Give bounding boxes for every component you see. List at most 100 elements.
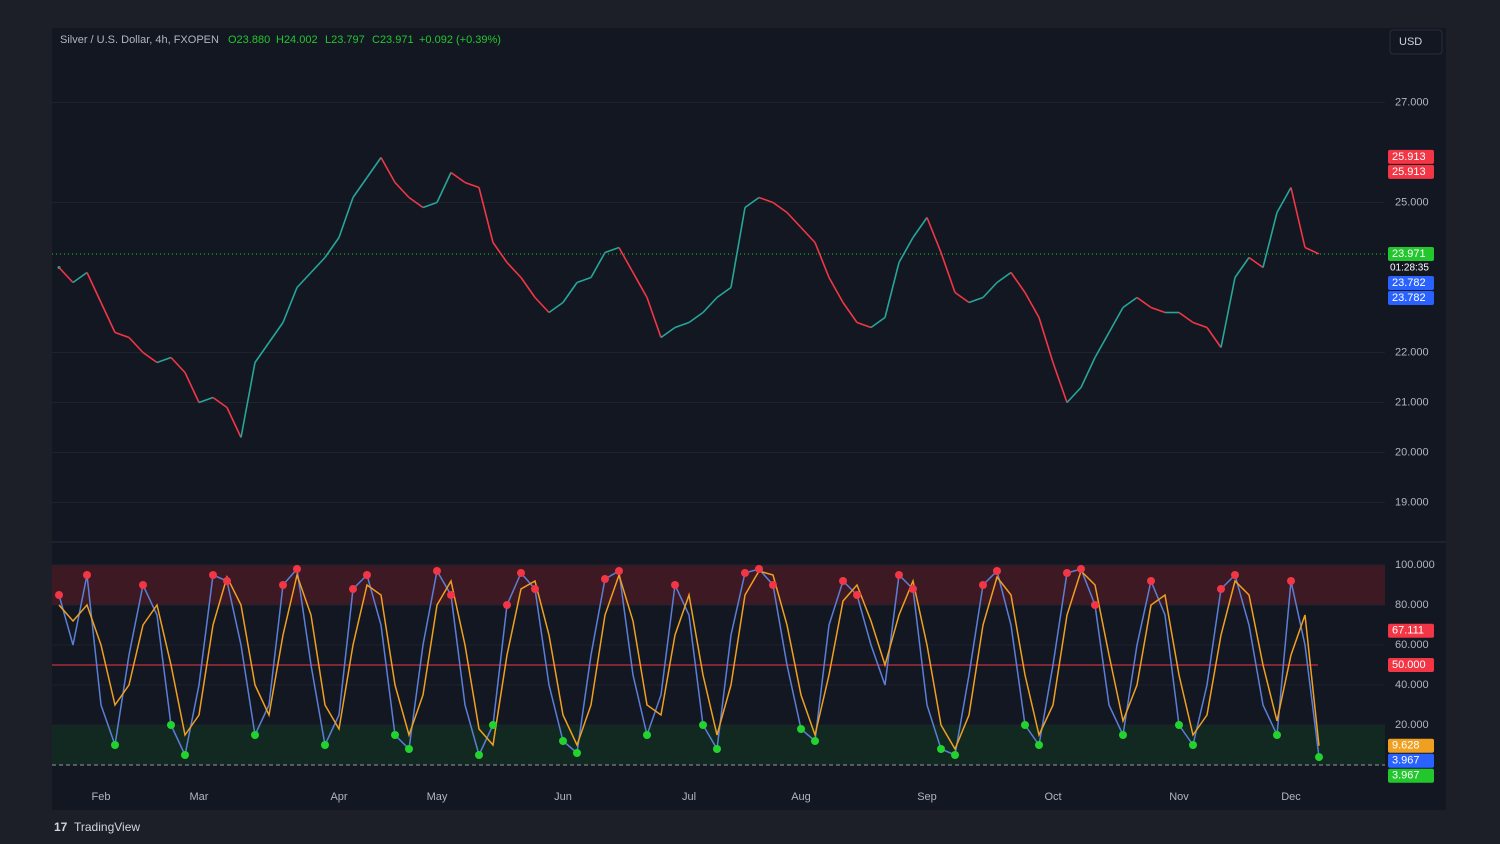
axis-label-box	[1388, 149, 1434, 164]
price-segment	[1122, 296, 1138, 309]
oscillator-line	[58, 567, 1320, 758]
x-tick-label: Nov	[1169, 791, 1189, 803]
price-segment	[856, 321, 872, 329]
price-segment	[660, 326, 676, 339]
axis-label: 9.628	[1392, 740, 1420, 752]
overbought-dot	[517, 569, 525, 577]
ohlc-high: H24.002	[276, 34, 318, 46]
price-segment	[1234, 257, 1250, 278]
overbought-dot	[55, 591, 63, 599]
x-tick-label: Jun	[554, 791, 572, 803]
price-segment	[772, 201, 788, 214]
price-segment	[1024, 292, 1040, 318]
price-segment	[1136, 296, 1152, 309]
x-tick-label: Jul	[682, 791, 696, 803]
overbought-dot	[769, 581, 777, 589]
price-segment	[100, 302, 116, 333]
oversold-dot	[1315, 753, 1323, 762]
overbought-dot	[209, 571, 217, 579]
price-segment	[926, 217, 942, 253]
price-segment	[604, 246, 620, 254]
ohlc-low: L23.797	[325, 34, 365, 46]
price-segment	[716, 286, 732, 299]
overbought-dot	[279, 581, 287, 589]
price-segment	[940, 252, 956, 293]
price-segment	[324, 237, 340, 258]
overbought-dot	[839, 577, 847, 585]
price-segment	[1094, 332, 1110, 358]
axis-label-box	[1388, 275, 1434, 290]
overbought-dot	[895, 571, 903, 579]
overbought-dot	[1231, 571, 1239, 579]
overbought-dot	[1287, 577, 1295, 585]
currency-button[interactable]	[1389, 29, 1443, 55]
price-segment	[1052, 362, 1068, 403]
price-segment	[898, 237, 914, 263]
brand-logo: 17	[54, 820, 68, 834]
price-segment	[352, 177, 368, 198]
axis-label: 23.971	[1392, 248, 1426, 260]
price-segment	[1304, 246, 1320, 255]
y-tick-label: 19.000	[1395, 496, 1429, 508]
overbought-dot	[979, 581, 987, 589]
oversold-dot	[1189, 741, 1197, 749]
axis-label-box	[1388, 658, 1434, 672]
oversold-dot	[167, 721, 175, 729]
price-segment	[842, 302, 858, 323]
price-segment	[632, 272, 648, 298]
price-segment	[1290, 187, 1306, 248]
price-segment	[58, 266, 74, 284]
oversold-dot	[251, 731, 259, 739]
overbought-dot	[433, 567, 441, 575]
oversold-dot	[405, 745, 413, 753]
price-segment	[184, 372, 200, 403]
axis-label-box	[1388, 164, 1434, 179]
price-segment	[506, 261, 522, 279]
overbought-dot	[1217, 585, 1225, 593]
axis-label: 25.913	[1392, 166, 1426, 178]
x-tick-label: Aug	[791, 791, 811, 803]
overbought-dot	[447, 591, 455, 599]
y-tick-label: 25.000	[1395, 196, 1429, 208]
oversold-dot	[1021, 721, 1029, 729]
price-segment	[870, 316, 886, 329]
axis-label: 3.967	[1392, 770, 1420, 782]
oversold-dot	[111, 741, 119, 749]
price-segment	[212, 396, 228, 409]
price-segment	[170, 356, 186, 374]
overbought-dot	[1063, 569, 1071, 577]
price-segment	[226, 407, 242, 438]
price-segment	[114, 331, 130, 339]
price-segment	[1038, 317, 1054, 363]
overbought-dot	[223, 577, 231, 585]
price-segment	[1262, 212, 1278, 268]
oversold-dot	[321, 741, 329, 749]
oversold-dot	[391, 731, 399, 739]
axis-label-box	[1388, 753, 1434, 768]
y-tick-label: 27.000	[1395, 96, 1429, 108]
x-tick-label: Dec	[1281, 791, 1301, 803]
price-segment	[968, 296, 984, 304]
axis-label: 67.111	[1392, 625, 1424, 637]
axis-label: 50.000	[1392, 659, 1426, 671]
oversold-dot	[489, 721, 497, 729]
overbought-dot	[615, 567, 623, 575]
price-segment	[702, 296, 718, 314]
y-tick-label: 21.000	[1395, 396, 1429, 408]
overbought-dot	[671, 581, 679, 589]
price-segment	[982, 281, 998, 299]
overbought-dot	[755, 565, 763, 573]
oversold-dot	[559, 737, 567, 745]
price-segment	[548, 301, 564, 314]
price-segment	[1206, 327, 1222, 348]
price-segment	[534, 296, 550, 314]
overbought-dot	[1091, 601, 1099, 609]
currency[interactable]: USD	[1399, 36, 1422, 48]
oversold-dot	[573, 749, 581, 757]
overbought-dot	[503, 601, 511, 609]
overbought-dot	[83, 571, 91, 579]
overbought-dot	[741, 569, 749, 577]
price-segment	[422, 201, 438, 209]
price-segment	[338, 197, 354, 238]
